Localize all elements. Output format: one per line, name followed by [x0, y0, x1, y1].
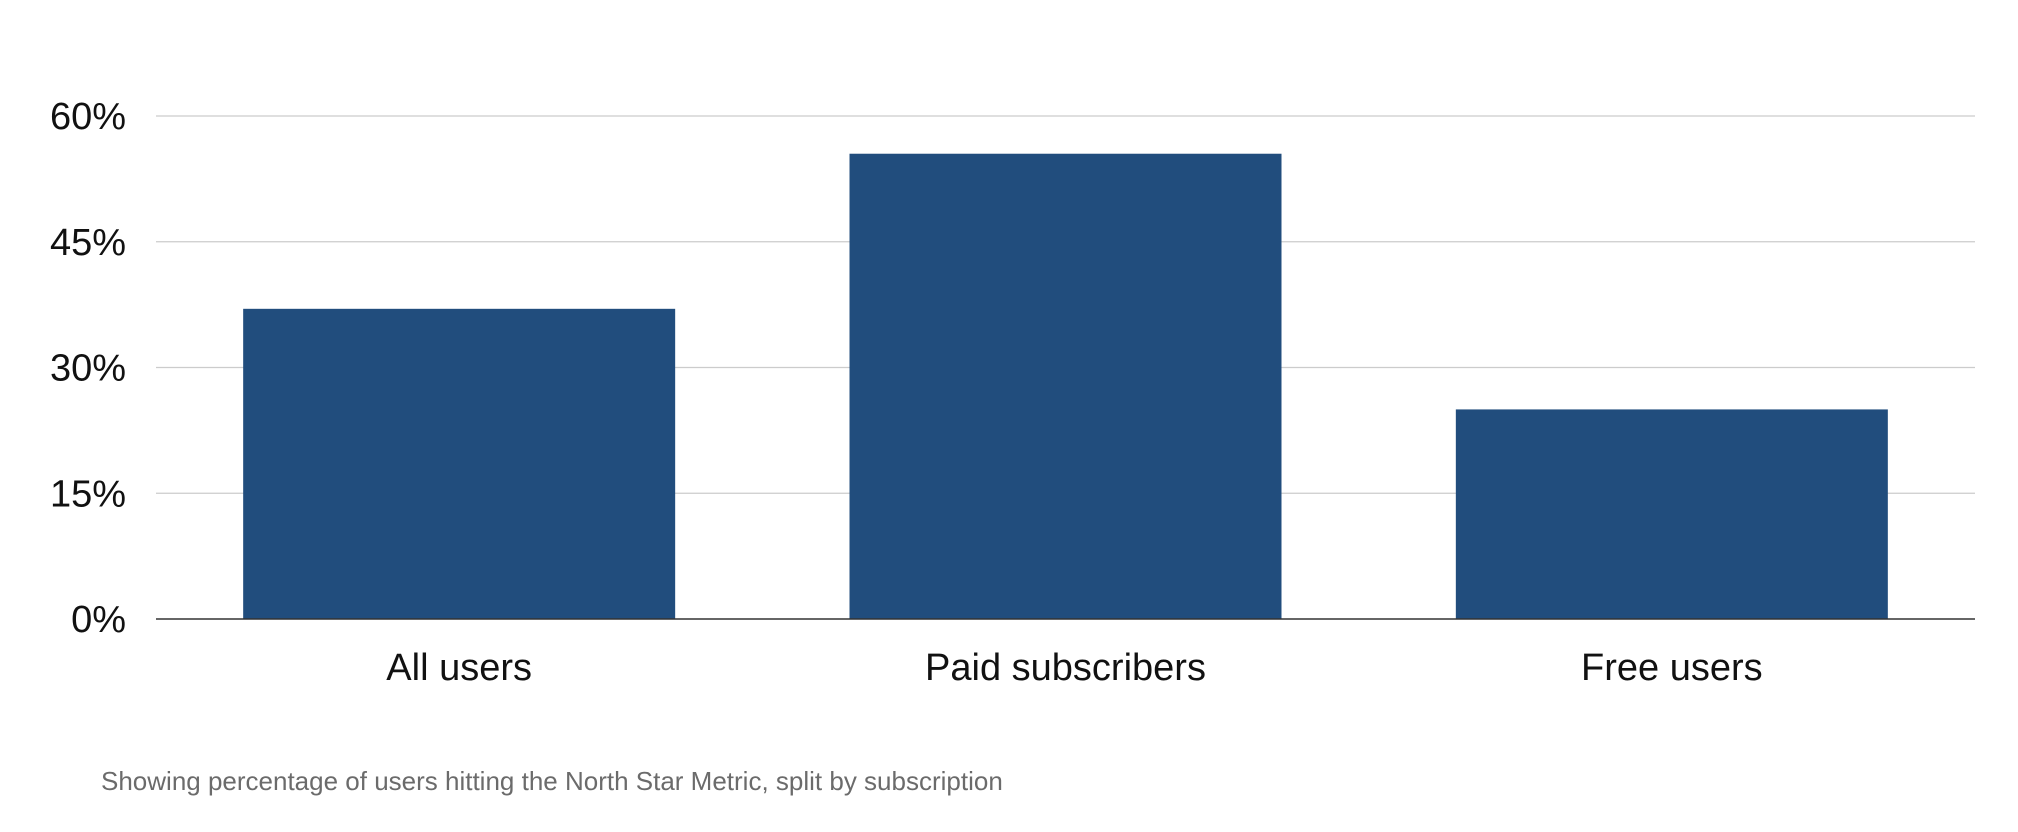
y-tick-label: 45% [50, 222, 126, 264]
y-tick-label: 30% [50, 348, 126, 390]
bar [849, 153, 1282, 619]
bar [1455, 409, 1888, 619]
x-category-label: All users [386, 647, 532, 689]
y-tick-label: 15% [50, 473, 126, 515]
bar [243, 308, 676, 619]
y-tick-label: 60% [50, 96, 126, 138]
y-tick-label: 0% [71, 599, 126, 641]
x-category-label: Paid subscribers [925, 647, 1206, 689]
bar-chart: 0% 15% 30% 45% 60% All users Paid subscribers… [50, 96, 1975, 689]
y-axis-tick-labels: 0% 15% 30% 45% 60% [50, 96, 126, 641]
x-category-label: Free users [1581, 647, 1763, 689]
bars [243, 153, 1888, 619]
chart-caption: Showing percentage of users hitting the … [101, 766, 1003, 796]
x-axis-category-labels: All users Paid subscribers Free users [386, 647, 1762, 689]
